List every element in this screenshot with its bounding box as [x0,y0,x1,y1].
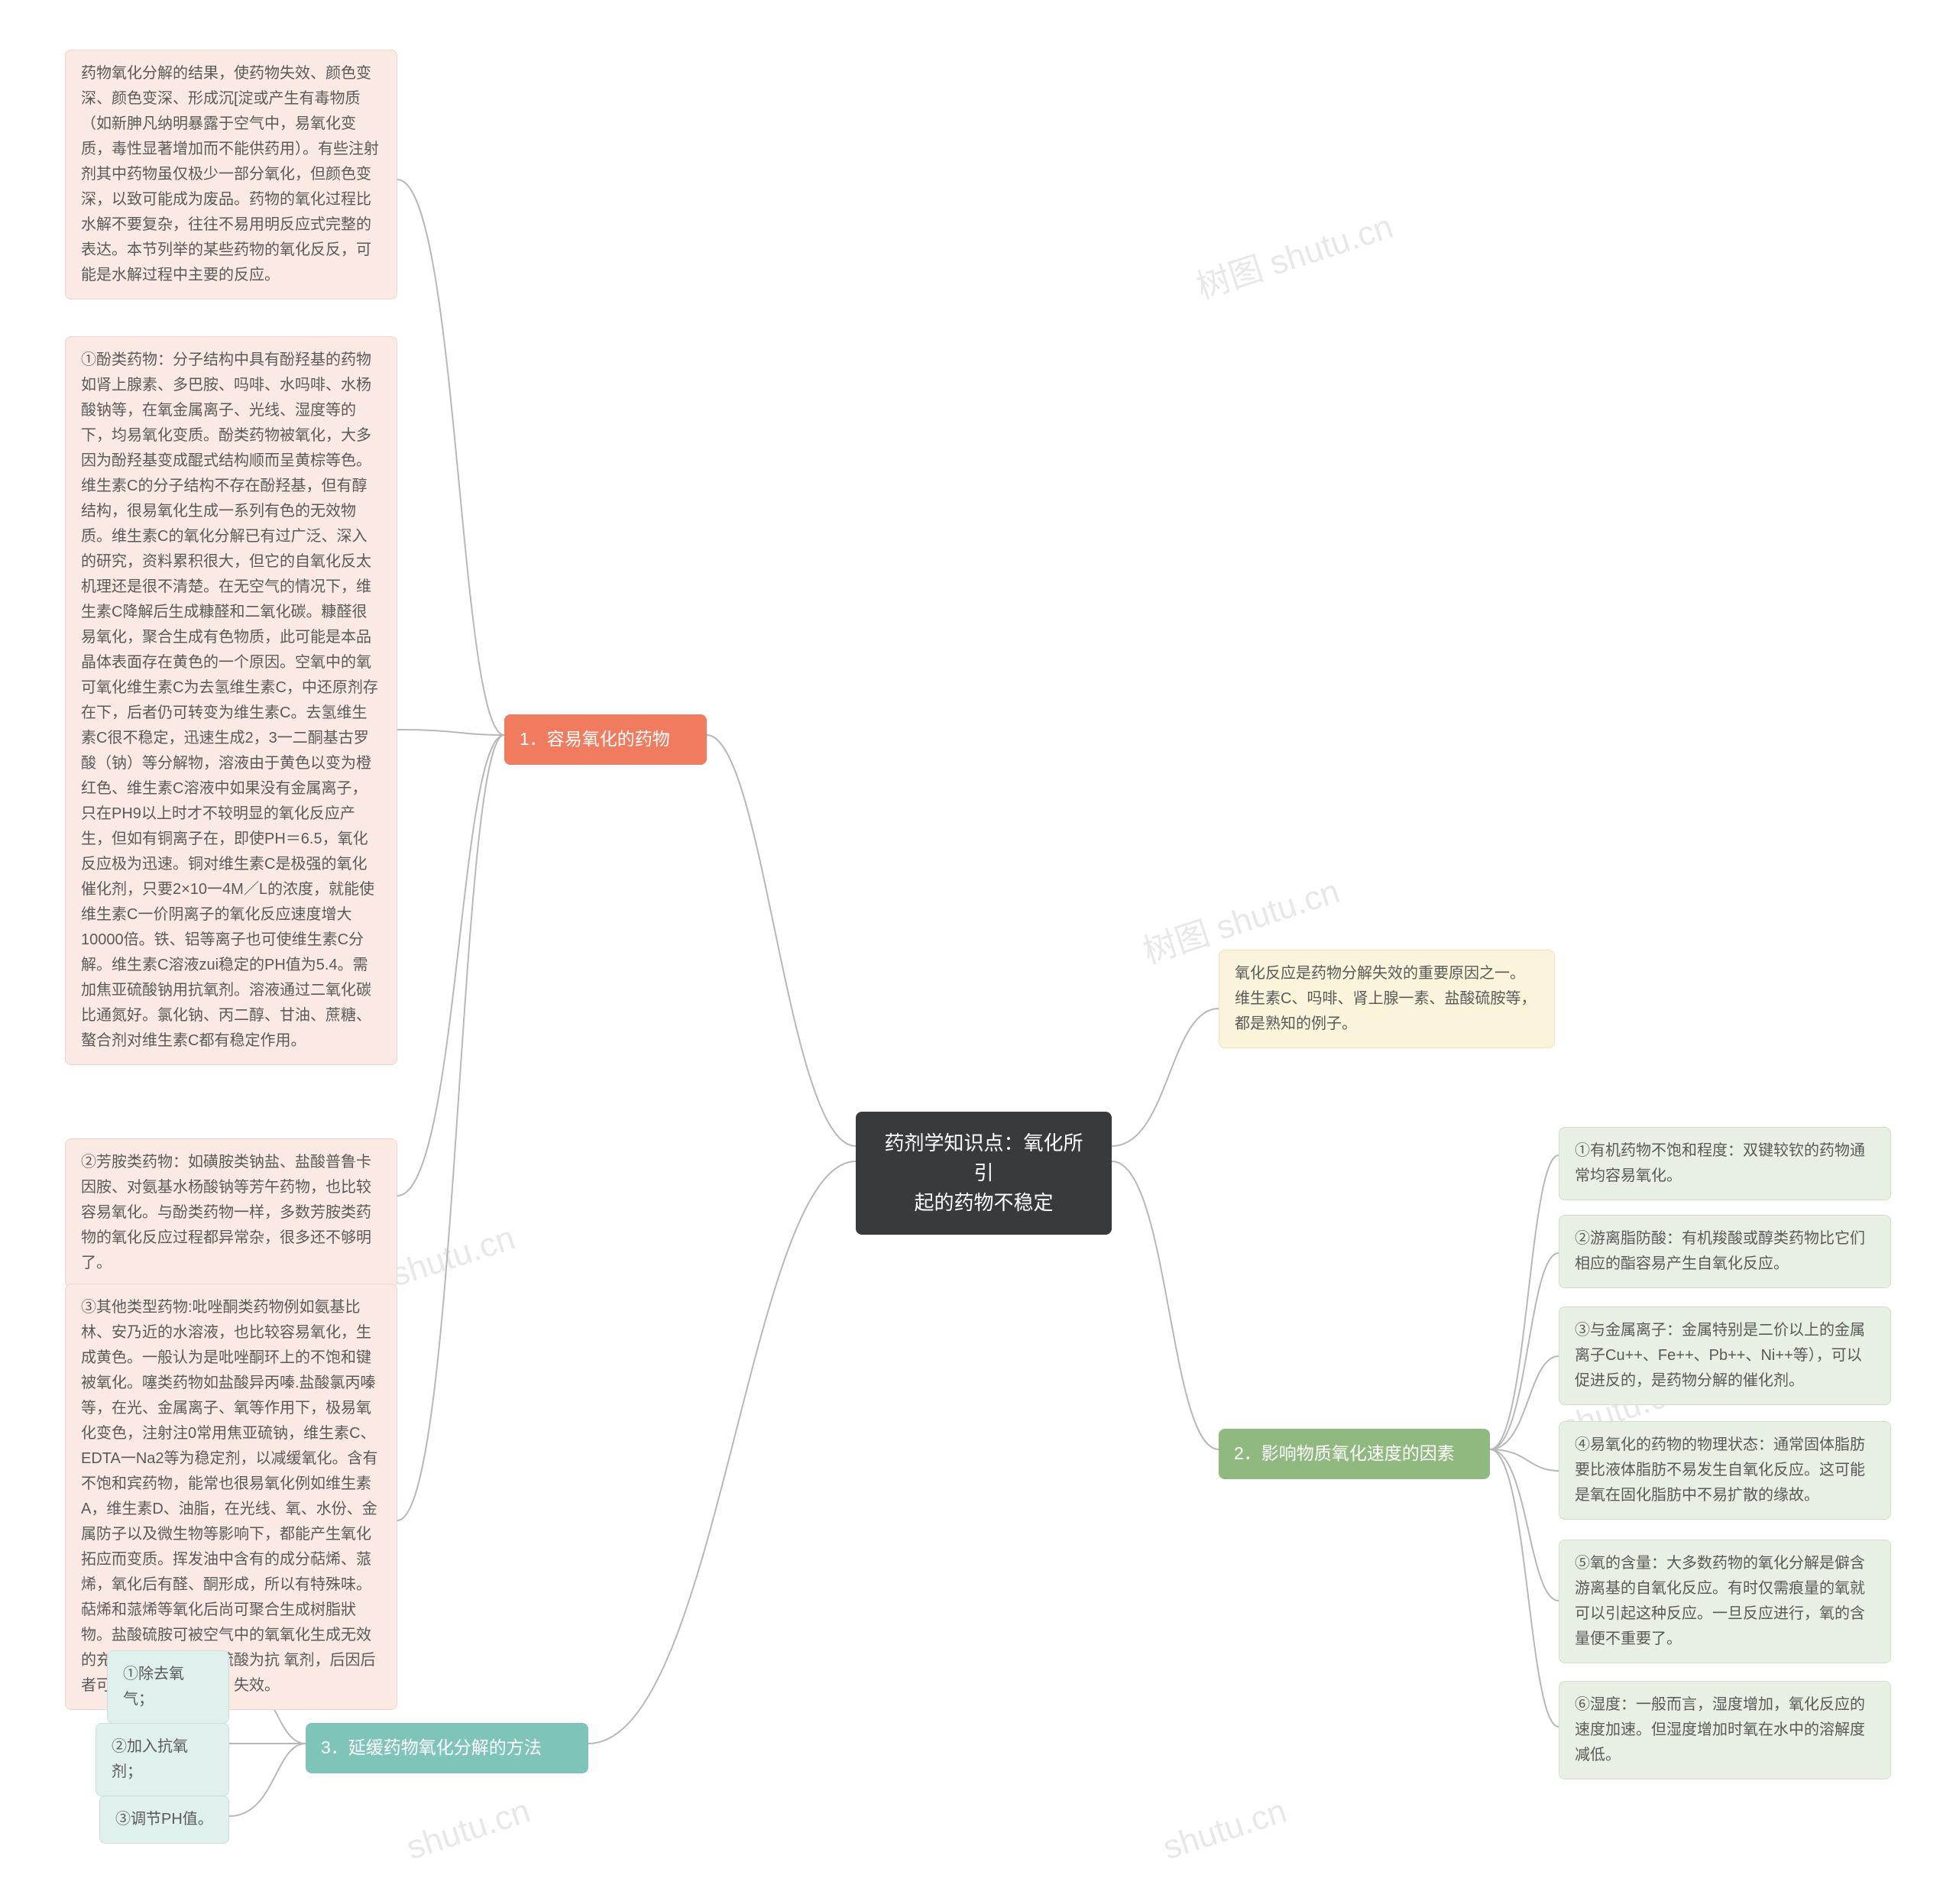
center-node[interactable]: 药剂学知识点：氧化所引 起的药物不稳定 [856,1112,1112,1235]
branch3-leaf-1[interactable]: ②加入抗氧剂； [96,1723,229,1796]
center-line1: 药剂学知识点：氧化所引 [884,1132,1083,1184]
branch1-leaf-0[interactable]: 药物氧化分解的结果，使药物失效、颜色变深、颜色变深、形成沉[淀或产生有毒物质（如… [65,50,397,300]
branch3-leaf-2[interactable]: ③调节PH值。 [99,1796,229,1844]
branch2-leaf-1[interactable]: ②游离脂防酸：有机羧酸或醇类药物比它们相应的酯容易产生自氧化反应。 [1559,1215,1891,1288]
watermark: shutu.cn [387,1219,520,1295]
branch2-leaf-5[interactable]: ⑥湿度：一般而言，湿度增加，氧化反应的速度加速。但湿度增加时氧在水中的溶解度减低… [1559,1681,1891,1779]
branch-3[interactable]: 3．延缓药物氧化分解的方法 [306,1723,588,1773]
center-line2: 起的药物不稳定 [914,1191,1053,1214]
branch2-leaf-3[interactable]: ④易氧化的药物的物理状态：通常固体脂肪要比液体脂肪不易发生自氧化反应。这可能是氧… [1559,1421,1891,1520]
branch2-leaf-0[interactable]: ①有机药物不饱和程度：双键较钦的药物通常均容易氧化。 [1559,1127,1891,1200]
branch2-leaf-2[interactable]: ③与金属离子：金属特别是二价以上的金属离子Cu++、Fe++、Pb++、Ni++… [1559,1307,1891,1405]
center-leaf-yellow[interactable]: 氧化反应是药物分解失效的重要原因之一。维生素C、吗啡、肾上腺一素、盐酸硫胺等，都… [1219,950,1555,1048]
watermark: shutu.cn [402,1792,535,1868]
watermark: 树图 shutu.cn [1190,199,1398,308]
watermark: shutu.cn [1158,1792,1291,1868]
branch1-leaf-2[interactable]: ②芳胺类药物：如磺胺类钠盐、盐酸普鲁卡因胺、对氨基水杨酸钠等芳午药物，也比较容易… [65,1138,397,1287]
branch2-leaf-4[interactable]: ⑤氧的含量：大多数药物的氧化分解是僻含游离基的自氧化反应。有时仅需痕量的氧就可以… [1559,1540,1891,1663]
branch3-leaf-0[interactable]: ①除去氧气； [107,1650,229,1724]
branch-2[interactable]: 2．影响物质氧化速度的因素 [1219,1429,1490,1479]
branch1-leaf-3[interactable]: ③其他类型药物:吡唑酮类药物例如氨基比林、安乃近的水溶液，也比较容易氧化，生成黄… [65,1284,397,1710]
branch-1[interactable]: 1．容易氧化的药物 [504,714,707,765]
branch1-leaf-1[interactable]: ①酚类药物：分子结构中具有酚羟基的药物如肾上腺素、多巴胺、吗啡、水吗啡、水杨酸钠… [65,336,397,1065]
